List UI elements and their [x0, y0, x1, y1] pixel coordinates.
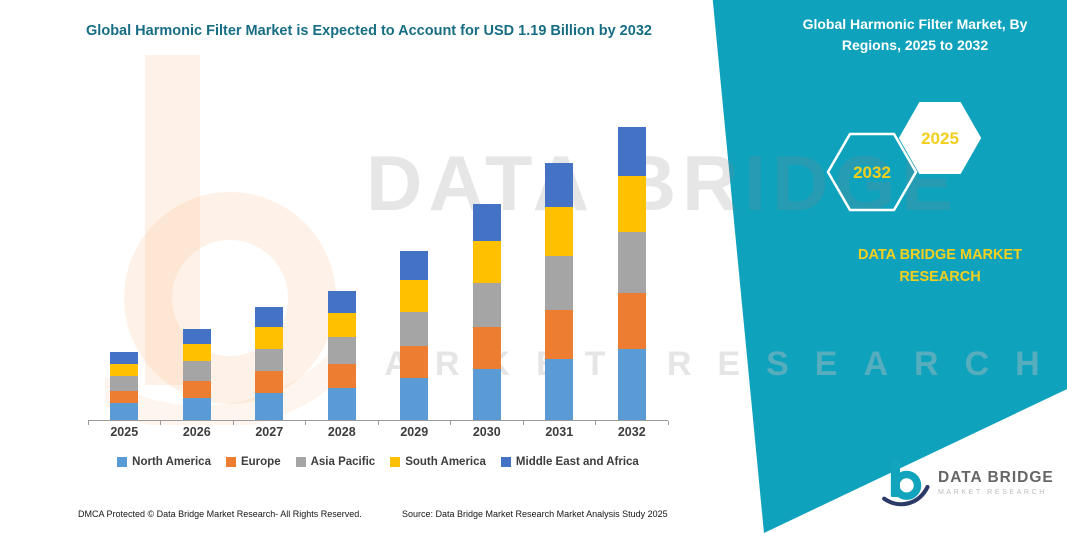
x-axis-label-2032: 2032: [617, 425, 646, 439]
x-axis-tick: [522, 421, 524, 425]
page-title: Global Harmonic Filter Market is Expecte…: [86, 23, 652, 39]
legend-swatch: [295, 457, 306, 467]
bar-segment-north-america-2025: [110, 403, 139, 420]
bar-segment-middle-east-and-africa-2029: [400, 251, 429, 280]
bar-segment-north-america-2029: [400, 378, 429, 420]
legend-item-asia-pacific: Asia Pacific: [295, 456, 376, 468]
bar-segment-europe-2029: [400, 346, 429, 378]
x-axis-tick: [450, 421, 451, 425]
bar-segment-north-america-2032: [617, 349, 646, 420]
bar-segment-north-america-2030: [472, 369, 501, 420]
x-axis-label-2025: 2025: [110, 425, 139, 439]
logo-name: DATA BRIDGE: [938, 468, 1054, 486]
legend-swatch: [390, 457, 401, 467]
bar-segment-middle-east-and-africa-2026: [182, 329, 211, 344]
x-axis-label-2031: 2031: [545, 425, 574, 439]
year-hexagons: 2032 2025: [826, 102, 982, 212]
x-axis-label-2029: 2029: [400, 425, 429, 439]
data-bridge-logo-icon: [882, 459, 930, 507]
watermark-text-line1: DATA BRIDGE: [366, 139, 960, 227]
bar-segment-asia-pacific-2025: [110, 376, 139, 391]
legend-swatch: [500, 457, 511, 467]
watermark-text-line2: MARKET RESEARCH: [330, 345, 1066, 383]
bar-segment-europe-2026: [182, 381, 211, 398]
bar-segment-middle-east-and-africa-2031: [545, 163, 574, 207]
bar-segment-middle-east-and-africa-2027: [255, 307, 284, 327]
x-axis-tick: [667, 421, 669, 425]
bar-segment-south-america-2027: [255, 327, 284, 349]
bar-segment-middle-east-and-africa-2032: [617, 127, 646, 176]
legend-label: Middle East and Africa: [515, 456, 639, 468]
x-axis-tick: [377, 421, 379, 425]
x-axis-tick: [595, 421, 596, 425]
x-axis-tick: [87, 421, 89, 425]
bar-segment-europe-2028: [327, 364, 356, 388]
bar-segment-south-america-2025: [110, 364, 139, 376]
x-axis-tick: [305, 421, 306, 425]
bar-segment-south-america-2026: [182, 344, 211, 361]
bar-segment-south-america-2029: [400, 280, 429, 312]
bar-segment-asia-pacific-2028: [327, 337, 356, 364]
hexagon-2025-shape: [898, 102, 982, 174]
legend-swatch: [117, 457, 128, 467]
hexagon-2032-label: 2032: [853, 163, 891, 182]
right-panel-title: Global Harmonic Filter Market, By Region…: [802, 16, 1028, 53]
bar-segment-south-america-2032: [617, 176, 646, 232]
data-bridge-logo: DATA BRIDGE MARKET RESEARCH: [880, 456, 1054, 508]
legend-swatch: [225, 457, 236, 467]
bar-segment-europe-2027: [255, 371, 284, 393]
bar-segment-asia-pacific-2032: [617, 232, 646, 293]
x-axis-label-2030: 2030: [472, 425, 501, 439]
hexagon-2032-outline: [826, 132, 918, 212]
bar-segment-middle-east-and-africa-2030: [472, 204, 501, 241]
x-axis-label-2026: 2026: [182, 425, 211, 439]
x-axis-label-2028: 2028: [327, 425, 356, 439]
footer-source-text: Source: Data Bridge Market Research Mark…: [402, 509, 668, 519]
bar-segment-north-america-2028: [327, 388, 356, 420]
chart-legend: North America Europe Asia Pacific South Ame…: [78, 456, 678, 468]
bar-segment-asia-pacific-2026: [182, 361, 211, 381]
x-axis-labels: 2025 2026 2027 2028 2029 2030 2031 2032: [88, 425, 668, 439]
bar-segment-middle-east-and-africa-2028: [327, 291, 356, 313]
bar-segment-europe-2031: [545, 310, 574, 359]
legend-item-south-america: South America: [390, 456, 486, 468]
bar-segment-south-america-2030: [472, 241, 501, 283]
logo-subtitle: MARKET RESEARCH: [938, 488, 1047, 496]
x-axis-tick: [232, 421, 234, 425]
chart-plot: [87, 112, 669, 425]
legend-label: South America: [405, 456, 486, 468]
bar-segment-europe-2025: [110, 391, 139, 403]
hexagon-2025-label: 2025: [921, 129, 959, 148]
bar-segment-middle-east-and-africa-2025: [110, 352, 139, 364]
legend-label: Asia Pacific: [310, 456, 376, 468]
legend-item-middle-east-and-africa: Middle East and Africa: [500, 456, 639, 468]
bar-segment-europe-2030: [472, 327, 501, 369]
legend-item-europe: Europe: [225, 456, 281, 468]
bar-segment-asia-pacific-2027: [255, 349, 284, 371]
bar-segment-north-america-2027: [255, 393, 284, 420]
legend-label: North America: [132, 456, 211, 468]
logo-text: DATA BRIDGE MARKET RESEARCH: [938, 469, 1054, 496]
legend-label: Europe: [240, 456, 281, 468]
bar-segment-asia-pacific-2030: [472, 283, 501, 327]
bar-segment-north-america-2031: [545, 359, 574, 420]
bar-segment-south-america-2028: [327, 313, 356, 337]
bar-segment-asia-pacific-2029: [400, 312, 429, 346]
legend-item-north-america: North America: [117, 456, 211, 468]
bar-segment-asia-pacific-2031: [545, 256, 574, 310]
x-axis-label-2027: 2027: [255, 425, 284, 439]
x-axis-tick: [160, 421, 161, 425]
brand-text: DATA BRIDGE MARKET RESEARCH: [857, 247, 1023, 286]
bar-segment-south-america-2031: [545, 207, 574, 256]
footer-dmca-text: DMCA Protected © Data Bridge Market Rese…: [78, 509, 362, 519]
bar-segment-north-america-2026: [182, 398, 211, 420]
bar-segment-europe-2032: [617, 293, 646, 349]
